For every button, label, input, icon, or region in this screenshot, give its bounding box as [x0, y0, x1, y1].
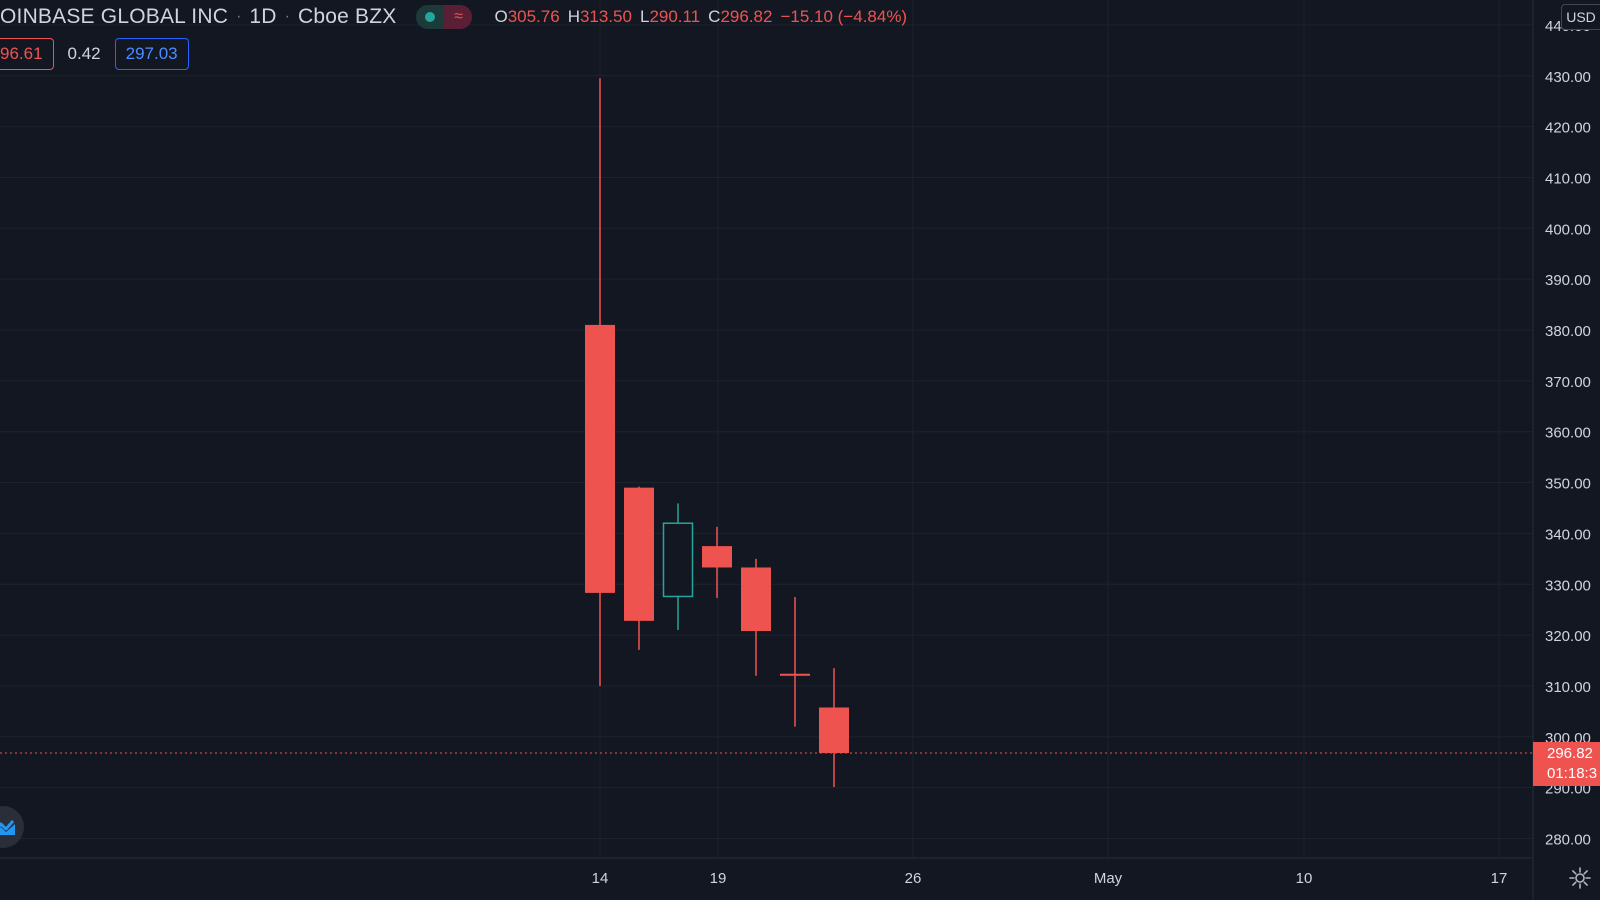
time-tick-label: 19: [710, 870, 727, 887]
sell-price-box[interactable]: 96.61: [0, 38, 54, 70]
candle[interactable]: [624, 486, 654, 650]
price-tick-label: 400.00: [1545, 221, 1591, 238]
high-label: H: [567, 7, 580, 26]
low-label: L: [639, 7, 650, 26]
price-tick-label: 370.00: [1545, 374, 1591, 391]
candle-body: [741, 567, 771, 632]
gear-icon[interactable]: [1568, 866, 1592, 890]
currency-button[interactable]: USD: [1561, 4, 1600, 30]
quote-row: 96.61 0.42 297.03: [0, 38, 189, 70]
time-tick-label: 17: [1491, 870, 1508, 887]
close-value: 296.82: [720, 7, 773, 26]
symbol-title[interactable]: OINBASE GLOBAL INC: [0, 5, 229, 28]
open-value: 305.76: [507, 7, 560, 26]
low-value: 290.11: [649, 7, 701, 26]
price-tick-label: 310.00: [1545, 679, 1591, 696]
candle[interactable]: [819, 668, 849, 788]
spread-value: 0.42: [67, 44, 101, 63]
time-tick-label: 26: [905, 870, 922, 887]
candle-body: [780, 673, 810, 676]
price-tick-label: 340.00: [1545, 526, 1591, 543]
price-tick-label: 420.00: [1545, 120, 1591, 137]
open-label: O: [494, 7, 508, 26]
time-axis[interactable]: 14 19 26 May 10 17: [592, 870, 1508, 887]
candle-body: [702, 546, 732, 568]
candle[interactable]: [780, 596, 810, 727]
price-tick-label: 280.00: [1545, 832, 1591, 849]
candle-body: [624, 487, 654, 621]
change-value: −15.10 (−4.84%): [780, 7, 908, 26]
exchange-label: Cboe BZX: [297, 5, 397, 28]
last-price-value: 296.82: [1547, 745, 1593, 762]
bar-countdown: 01:18:3: [1547, 765, 1598, 782]
separator: ·: [284, 8, 290, 25]
chart-type-icon: [0, 820, 15, 835]
market-status-icon: [416, 5, 445, 29]
price-tick-label: 330.00: [1545, 577, 1591, 594]
legend-header: OINBASE GLOBAL INC · 1D · Cboe BZX ≈ O30…: [0, 4, 907, 30]
price-tick-label: 360.00: [1545, 425, 1591, 442]
price-tick-label: 410.00: [1545, 170, 1591, 187]
last-price-label: 296.82 01:18:3: [1533, 742, 1600, 786]
data-status-icon: ≈: [444, 5, 473, 29]
interval-label[interactable]: 1D: [249, 5, 277, 28]
market-status[interactable]: ≈: [416, 5, 473, 29]
candles[interactable]: [585, 78, 849, 788]
price-tick-label: 390.00: [1545, 272, 1591, 289]
price-axis[interactable]: 280.00290.00300.00310.00320.00330.00340.…: [1545, 18, 1591, 849]
price-tick-label: 430.00: [1545, 69, 1591, 86]
price-tick-label: 320.00: [1545, 628, 1591, 645]
candle[interactable]: [741, 558, 771, 676]
separator: ·: [236, 8, 242, 25]
candle-body: [662, 522, 694, 598]
candle[interactable]: [662, 503, 694, 631]
high-value: 313.50: [579, 7, 632, 26]
candle-body: [585, 324, 615, 593]
close-label: C: [708, 7, 721, 26]
vertical-gridlines: [599, 0, 1500, 858]
candle[interactable]: [585, 78, 615, 686]
candle-body: [819, 707, 849, 753]
time-tick-label: May: [1094, 870, 1123, 887]
time-tick-label: 10: [1296, 870, 1313, 887]
price-tick-label: 380.00: [1545, 323, 1591, 340]
buy-price-box[interactable]: 297.03: [114, 38, 189, 70]
ohlc-values: O305.76 H313.50 L290.11 C296.82 −15.10 (…: [494, 7, 907, 27]
candle[interactable]: [702, 526, 732, 598]
horizontal-gridlines: [0, 24, 1533, 839]
time-tick-label: 14: [592, 870, 609, 887]
price-tick-label: 350.00: [1545, 476, 1591, 493]
